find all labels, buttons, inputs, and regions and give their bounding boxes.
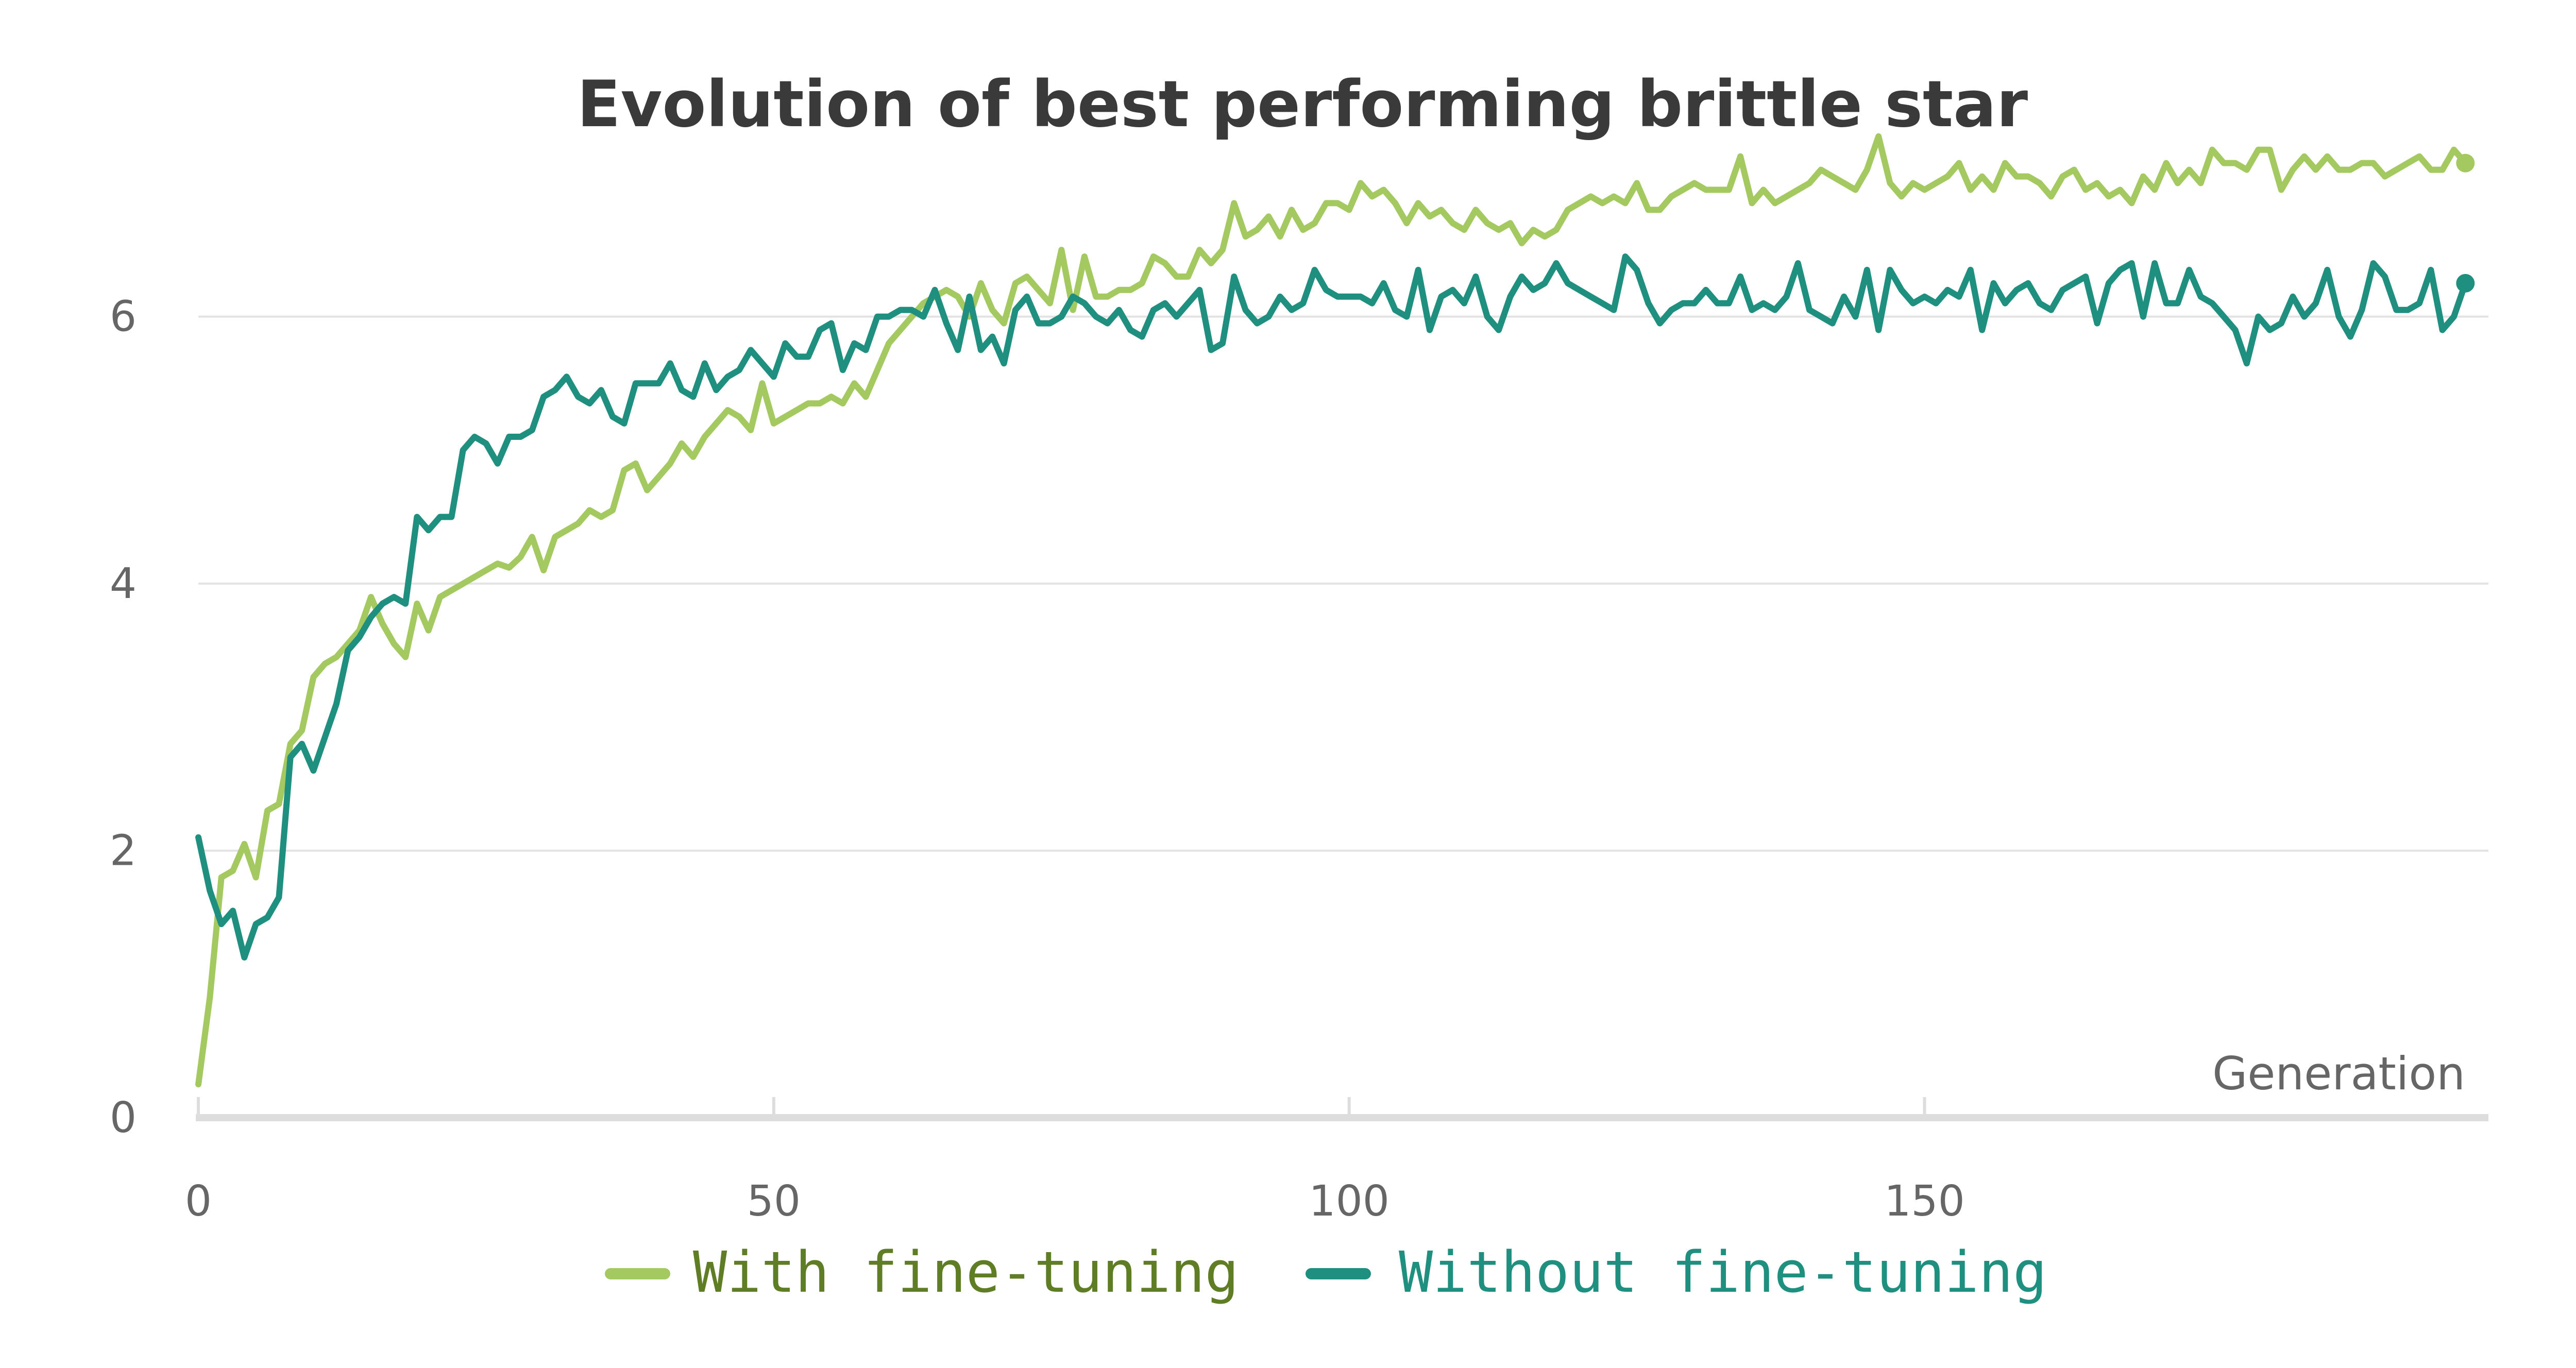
series-lines — [195, 133, 2475, 1088]
x-tick-label-50: 50 — [747, 1177, 801, 1226]
x-tick-label-150: 150 — [1884, 1177, 1965, 1226]
x-tick-labels: 0 50 100 150 — [185, 1097, 1965, 1226]
legend-item-without-fine-tuning[interactable]: Without fine-tuning — [1306, 1239, 2047, 1305]
legend-label-without-fine-tuning: Without fine-tuning — [1399, 1239, 2047, 1305]
legend-item-with-fine-tuning[interactable]: With fine-tuning — [605, 1239, 1239, 1305]
y-tick-label-0: 0 — [110, 1093, 137, 1142]
y-tick-labels: 0 2 4 6 — [110, 293, 137, 1142]
y-tick-label-4: 4 — [110, 559, 137, 608]
legend-label-with-fine-tuning: With fine-tuning — [693, 1239, 1239, 1305]
series-line-without-fine-tuning — [195, 253, 2469, 961]
y-tick-label-2: 2 — [110, 827, 137, 876]
y-tick-label-6: 6 — [110, 293, 137, 341]
chart-title: Evolution of best performing brittle sta… — [577, 67, 2028, 142]
series-line-with-fine-tuning — [195, 133, 2469, 1088]
x-axis-title: Generation — [2212, 1047, 2465, 1100]
legend: With fine-tuning Without fine-tuning — [605, 1239, 2047, 1305]
series-end-point-without-fine-tuning — [2456, 273, 2475, 293]
x-tick-label-100: 100 — [1309, 1177, 1389, 1226]
series-end-point-with-fine-tuning — [2456, 153, 2475, 173]
x-tick-label-0: 0 — [185, 1177, 212, 1226]
gridlines — [198, 315, 2488, 852]
